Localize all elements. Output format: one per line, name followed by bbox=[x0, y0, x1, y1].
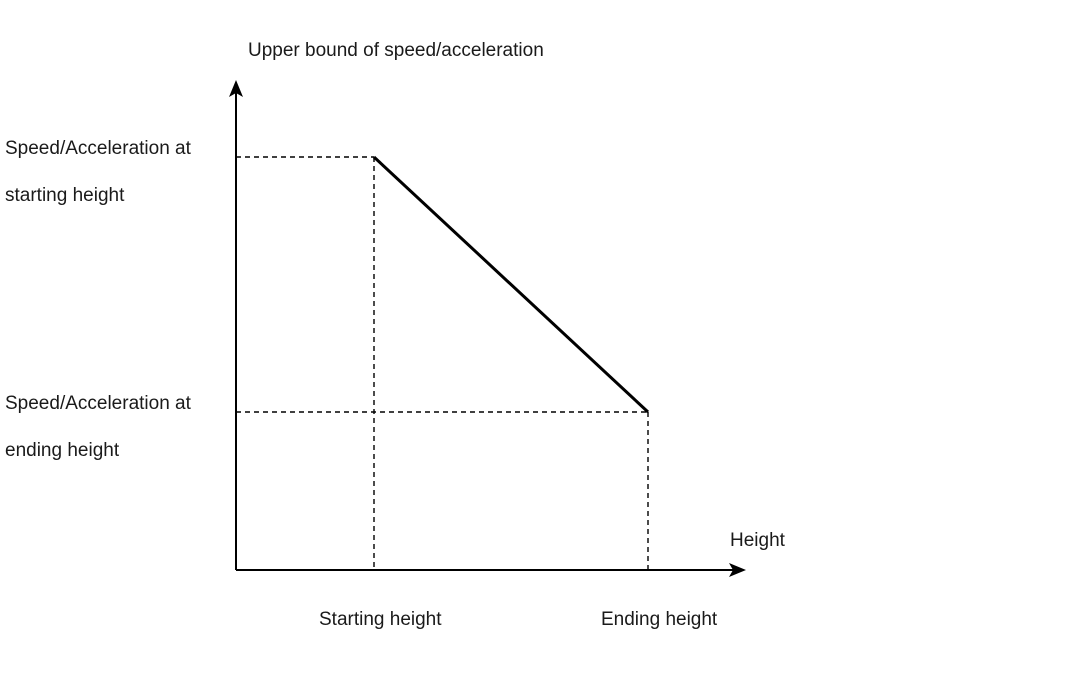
speed-bound-line bbox=[372, 155, 650, 414]
x-axis-title: Height bbox=[730, 530, 786, 551]
start-speed-label-line2: starting height bbox=[5, 185, 125, 206]
start-height-label: Starting height bbox=[319, 609, 442, 630]
end-speed-label-line2: ending height bbox=[5, 440, 120, 461]
end-height-label: Ending height bbox=[601, 609, 718, 630]
start-speed-label-line1: Speed/Acceleration at bbox=[5, 138, 192, 159]
end-speed-label-line1: Speed/Acceleration at bbox=[5, 393, 192, 414]
y-axis-title: Upper bound of speed/acceleration bbox=[248, 40, 544, 61]
x-axis-arrow-icon bbox=[729, 563, 746, 577]
y-axis-arrow-icon bbox=[229, 80, 243, 97]
